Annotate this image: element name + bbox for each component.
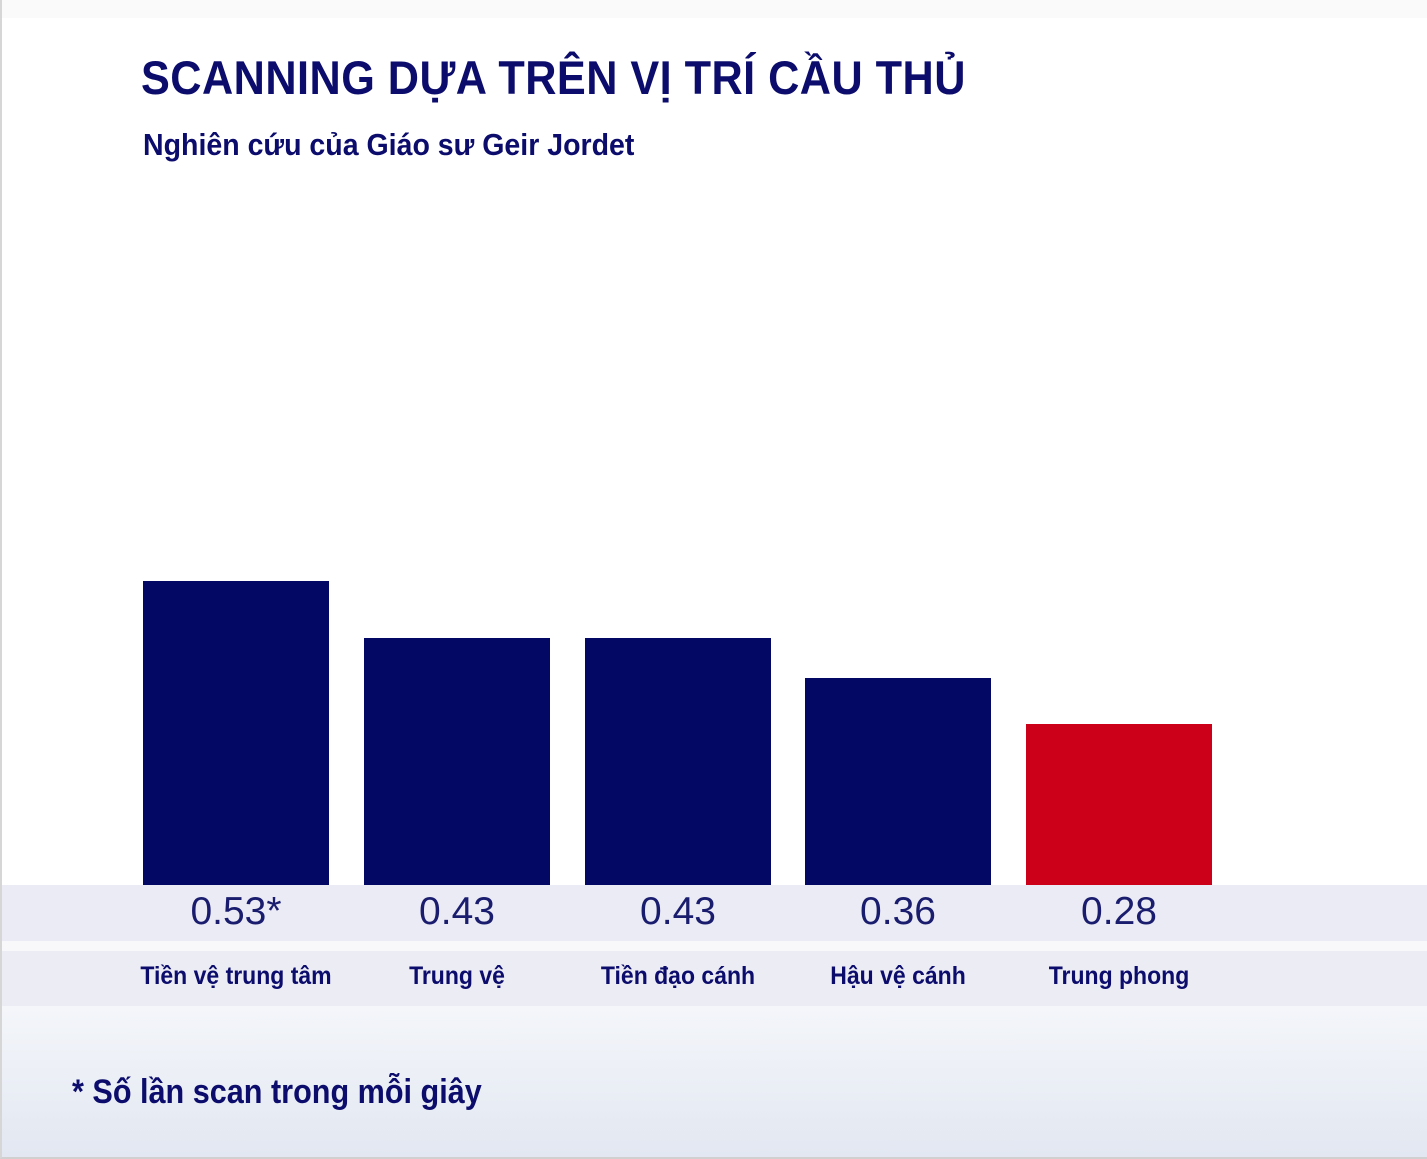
- category-label: Trung phong: [1048, 962, 1190, 990]
- value-band: [2, 885, 1427, 941]
- top-band: [2, 0, 1427, 18]
- footnote: * Số lần scan trong mỗi giây: [72, 1073, 482, 1111]
- category-label: Trung vệ: [409, 962, 505, 990]
- bar: [585, 638, 771, 885]
- footer-band: [2, 1006, 1427, 1157]
- category-label: Tiền vệ trung tâm: [140, 962, 332, 990]
- bar-value-label: 0.43: [419, 890, 495, 933]
- category-band: [2, 951, 1427, 1006]
- category-label: Tiền đạo cánh: [600, 962, 756, 990]
- band-divider: [2, 941, 1427, 951]
- category-label: Hậu vệ cánh: [830, 962, 966, 990]
- bar: [364, 638, 550, 885]
- chart-subtitle: Nghiên cứu của Giáo sư Geir Jordet: [143, 127, 635, 162]
- bar: [805, 678, 991, 885]
- bar: [143, 581, 329, 885]
- bar-value-label: 0.43: [640, 890, 716, 933]
- chart-title: SCANNING DỰA TRÊN VỊ TRÍ CẦU THỦ: [141, 51, 966, 104]
- bar-value-label: 0.53*: [190, 890, 282, 933]
- bar-value-label: 0.36: [860, 890, 936, 933]
- bar-value-label: 0.28: [1081, 890, 1157, 933]
- bar: [1026, 724, 1212, 885]
